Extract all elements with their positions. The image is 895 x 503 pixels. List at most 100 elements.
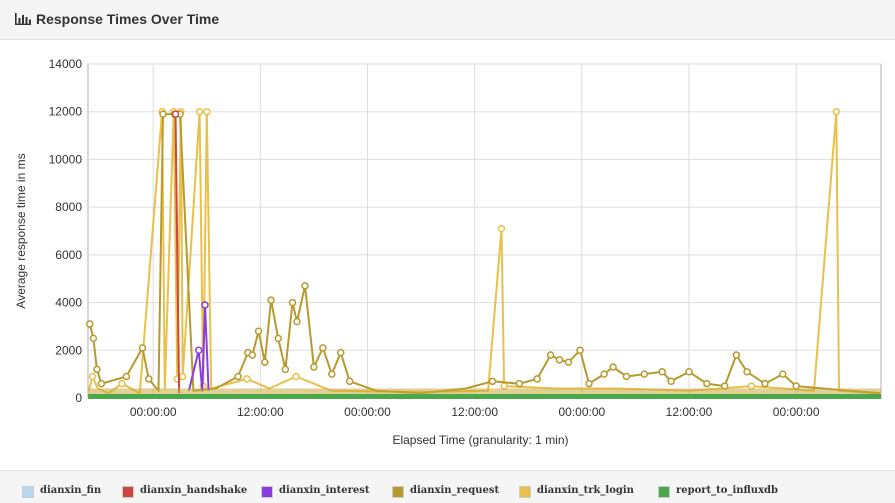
data-point <box>293 317 301 326</box>
data-point <box>195 107 204 116</box>
data-point <box>138 344 147 352</box>
data-point <box>292 372 300 381</box>
legend-label: dianxin_interest <box>279 485 370 496</box>
y-tick-label: 6000 <box>55 248 82 262</box>
data-point <box>555 356 564 364</box>
data-point <box>234 372 242 381</box>
x-tick-label: 00:00:00 <box>773 405 820 419</box>
data-point <box>667 377 675 386</box>
data-point <box>488 377 497 386</box>
data-point <box>88 372 97 381</box>
low-value-band <box>88 388 881 394</box>
data-point <box>261 358 269 366</box>
x-axis-label: Elapsed Time (granularity: 1 min) <box>392 433 568 447</box>
y-axis-label: Average response time in ms <box>14 153 28 308</box>
data-point <box>640 370 649 378</box>
data-point <box>779 370 787 378</box>
chart-title: Response Times Over Time <box>36 11 220 27</box>
x-tick-label: 12:00:00 <box>451 405 498 419</box>
y-tick-label: 2000 <box>55 343 82 357</box>
data-point <box>732 351 741 359</box>
data-point <box>288 298 297 307</box>
data-point <box>203 107 211 116</box>
data-point <box>792 382 800 390</box>
chart-legend: dianxin_fin dianxin_handshake dianxin_in… <box>0 470 895 503</box>
data-point <box>93 365 101 374</box>
data-point <box>761 379 769 388</box>
data-point <box>171 110 180 118</box>
response-times-chart: 0 2000 4000 6000 8000 10000 12000 14000 00:00:00… <box>14 57 882 447</box>
chart-header: Response Times Over Time <box>0 0 895 40</box>
legend-label: dianxin_handshake <box>140 485 248 496</box>
data-point <box>301 282 309 290</box>
legend-swatch <box>519 486 531 498</box>
data-point <box>546 351 555 359</box>
series-dianxin-handshake <box>171 110 181 394</box>
data-point <box>194 346 203 355</box>
legend-label: report_to_influxdb <box>676 485 779 496</box>
data-point <box>201 301 209 309</box>
x-tick-label: 00:00:00 <box>130 405 177 419</box>
data-point <box>274 334 282 343</box>
data-point <box>118 379 126 388</box>
plot-area <box>87 63 882 399</box>
x-tick-label: 12:00:00 <box>237 405 284 419</box>
legend-label: dianxin_request <box>410 485 500 496</box>
data-point <box>345 377 354 386</box>
y-tick-label: 14000 <box>49 57 83 71</box>
data-point <box>743 368 751 376</box>
series-line <box>174 114 181 394</box>
x-tick-label: 00:00:00 <box>344 405 391 419</box>
data-point <box>97 379 106 388</box>
legend-swatch <box>392 486 404 498</box>
data-point <box>89 334 98 343</box>
data-point <box>178 372 187 381</box>
data-point <box>600 370 608 378</box>
data-point <box>281 365 290 374</box>
x-tick-label: 12:00:00 <box>666 405 713 419</box>
data-point <box>576 346 584 355</box>
data-point <box>747 382 756 390</box>
x-tick-label: 00:00:00 <box>558 405 605 419</box>
legend-swatch <box>122 486 134 498</box>
data-point <box>248 351 257 359</box>
data-point <box>685 368 693 376</box>
legend-label: dianxin_trk_login <box>537 485 634 496</box>
data-point <box>500 382 508 390</box>
data-point <box>564 358 573 366</box>
data-point <box>144 375 153 383</box>
data-point <box>609 363 617 371</box>
data-point <box>585 379 593 388</box>
y-tick-label: 4000 <box>55 296 82 310</box>
data-point <box>267 296 275 304</box>
data-point <box>703 379 711 388</box>
data-point <box>319 344 327 352</box>
data-point <box>310 363 318 371</box>
legend-swatch <box>658 486 670 498</box>
data-point <box>533 375 541 383</box>
y-tick-label: 12000 <box>49 105 83 119</box>
data-point <box>720 382 729 390</box>
data-point <box>86 320 94 328</box>
series-baseline <box>88 394 881 399</box>
data-point <box>254 327 263 335</box>
y-tick-label: 8000 <box>55 200 82 214</box>
data-point <box>832 107 841 116</box>
data-point <box>622 372 631 381</box>
series-dianxin-request <box>86 110 881 395</box>
y-tick-label: 10000 <box>49 152 83 166</box>
series-report-to-influxdb <box>88 394 881 399</box>
legend-label: dianxin_fin <box>40 485 102 496</box>
data-point <box>658 368 666 376</box>
data-point <box>328 370 336 378</box>
legend-swatch <box>261 486 273 498</box>
data-point <box>497 224 506 233</box>
data-point <box>243 375 251 383</box>
data-point <box>515 379 524 388</box>
bar-chart-icon <box>15 13 31 25</box>
y-tick-label: 0 <box>75 391 82 405</box>
data-point <box>159 110 167 118</box>
legend-swatch <box>22 486 34 498</box>
data-point <box>336 348 345 357</box>
data-point <box>122 372 131 381</box>
